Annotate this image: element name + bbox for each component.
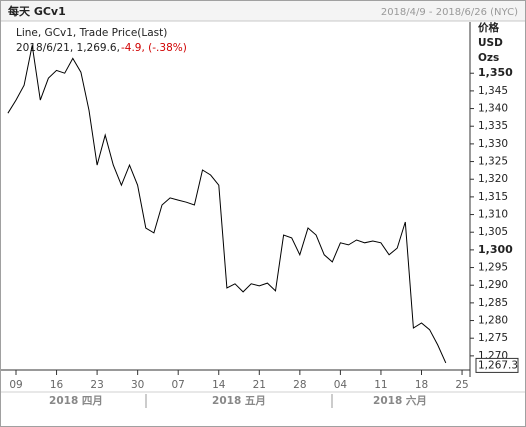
x-tick-label: 07 xyxy=(172,379,185,391)
y-tick-label: 1,315 xyxy=(478,191,508,203)
x-tick-label: 25 xyxy=(455,379,468,391)
x-tick-label: 21 xyxy=(253,379,266,391)
y-tick-label: 1,280 xyxy=(478,315,508,327)
x-tick-label: 14 xyxy=(212,379,226,391)
y-tick-label: 1,330 xyxy=(478,138,508,150)
y-tick-label: 1,285 xyxy=(478,297,508,309)
y-tick-label: 1,325 xyxy=(478,156,508,168)
y-tick-label: 1,310 xyxy=(478,209,508,221)
x-tick-label: 23 xyxy=(90,379,103,391)
y-tick-label: 1,320 xyxy=(478,173,508,185)
y-tick-label: 1,295 xyxy=(478,262,508,274)
price-line xyxy=(7,45,447,364)
x-tick-label: 16 xyxy=(50,379,64,391)
y-tick-label: 1,350 xyxy=(478,66,513,79)
x-tick-label: 30 xyxy=(131,379,144,391)
chart-title: 每天 GCv1 xyxy=(8,4,66,18)
y-tick-label: 1,345 xyxy=(478,85,508,97)
month-label: 2018 五月 xyxy=(212,395,266,407)
x-tick-label: 28 xyxy=(293,379,306,391)
date-range: 2018/4/9 - 2018/6/26 (NYC) xyxy=(381,7,518,18)
y-tick-label: 1,340 xyxy=(478,103,508,115)
month-label: 2018 四月 xyxy=(49,395,103,407)
month-label: 2018 六月 xyxy=(373,394,427,407)
info-change: -4.9, (-.38%) xyxy=(121,42,187,54)
title-bar xyxy=(1,1,525,21)
info-line: 2018/6/21, 1,269.6, xyxy=(16,42,120,54)
y-tick-label: 1,300 xyxy=(478,243,513,256)
y-axis-label: USD xyxy=(478,37,503,49)
x-tick-label: 09 xyxy=(9,379,22,391)
x-tick-label: 18 xyxy=(415,379,428,391)
y-tick-label: 1,275 xyxy=(478,332,508,344)
y-tick-label: 1,305 xyxy=(478,226,508,238)
y-axis-label: Ozs xyxy=(478,52,499,64)
y-tick-label: 1,290 xyxy=(478,279,508,291)
last-price-label: 1,267.3 xyxy=(478,359,518,371)
y-axis-label: 价格 xyxy=(478,21,499,34)
y-tick-label: 1,335 xyxy=(478,120,508,132)
x-tick-label: 11 xyxy=(374,379,387,391)
legend-entry: Line, GCv1, Trade Price(Last) xyxy=(16,27,167,39)
last-price-box xyxy=(475,357,519,373)
x-tick-label: 04 xyxy=(334,379,348,391)
